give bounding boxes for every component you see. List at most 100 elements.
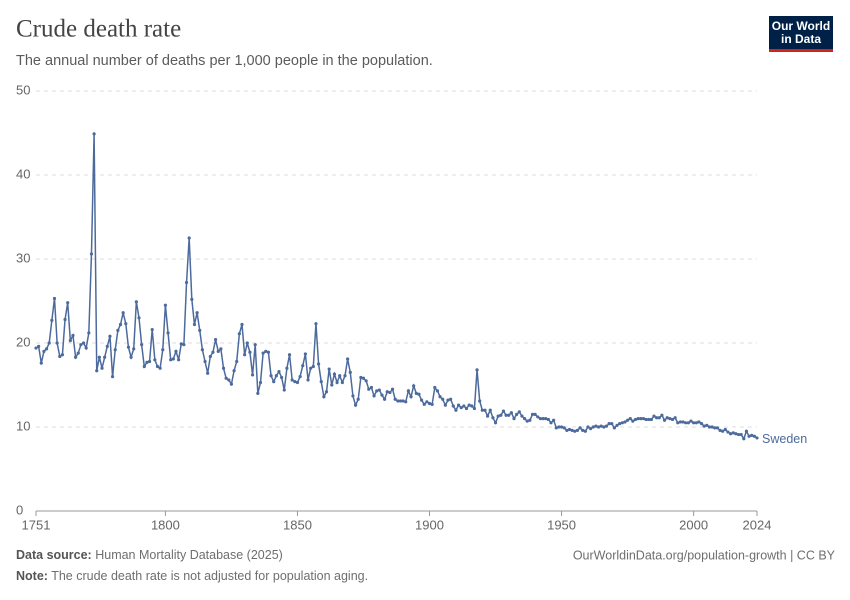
data-point <box>79 343 83 347</box>
data-point <box>501 409 506 413</box>
data-point <box>237 332 241 336</box>
data-point <box>369 385 374 390</box>
data-point <box>50 318 54 322</box>
logo-box[interactable] <box>769 16 833 49</box>
data-point <box>546 417 550 422</box>
data-point <box>401 399 405 403</box>
x-tick-label: 1800 <box>151 517 180 532</box>
data-point <box>565 428 569 432</box>
data-point <box>509 411 513 415</box>
y-tick-label: 50 <box>16 82 30 97</box>
data-point <box>179 342 183 346</box>
data-point <box>417 392 421 396</box>
data-point <box>562 426 566 430</box>
data-point <box>34 346 38 350</box>
data-point <box>419 398 424 402</box>
data-point <box>208 354 212 359</box>
data-point <box>750 433 754 437</box>
data-point <box>721 429 725 433</box>
data-point <box>282 388 286 392</box>
logo-text[interactable]: Our World <box>772 19 830 33</box>
data-point <box>657 416 661 420</box>
data-point <box>559 425 564 429</box>
data-point <box>103 355 107 359</box>
data-point <box>488 408 492 412</box>
data-point <box>118 322 123 327</box>
data-point <box>261 351 265 355</box>
data-point <box>710 425 714 429</box>
data-point <box>303 352 307 356</box>
data-point <box>356 397 360 401</box>
data-point <box>269 374 273 378</box>
data-point <box>662 418 667 422</box>
data-point <box>132 347 136 351</box>
data-point <box>240 322 244 327</box>
y-tick-label: 20 <box>16 334 30 349</box>
data-point <box>324 390 329 394</box>
data-point <box>145 360 149 364</box>
data-point <box>150 327 154 332</box>
data-point <box>464 406 469 411</box>
data-point <box>309 366 313 370</box>
data-point <box>665 416 669 420</box>
data-point <box>137 316 141 320</box>
data-point <box>747 434 751 438</box>
data-point <box>692 421 696 425</box>
note-text: The crude death rate is not adjusted for… <box>51 569 368 583</box>
data-point <box>507 413 511 417</box>
data-point <box>480 408 484 412</box>
data-point <box>520 414 524 418</box>
data-point <box>599 424 603 428</box>
data-point <box>715 426 719 430</box>
data-point <box>364 379 368 383</box>
data-point <box>723 427 727 432</box>
data-point <box>649 417 653 422</box>
data-point <box>42 349 46 353</box>
data-point <box>575 428 580 432</box>
data-point <box>285 366 289 370</box>
data-point <box>92 132 96 136</box>
series-label: Sweden <box>762 432 807 446</box>
data-point <box>280 375 284 380</box>
logo-strip[interactable] <box>769 49 833 52</box>
data-point <box>607 422 611 426</box>
data-point <box>451 404 455 408</box>
data-point <box>673 416 677 420</box>
data-point <box>367 387 371 391</box>
data-point <box>287 353 292 357</box>
data-point <box>486 414 490 418</box>
data-point <box>694 421 698 425</box>
data-point <box>200 348 204 352</box>
data-point <box>718 428 722 432</box>
data-point <box>409 395 413 399</box>
data-point <box>113 348 117 352</box>
data-point <box>435 389 440 393</box>
url[interactable]: OurWorldinData.org/population-growth | C… <box>573 548 836 562</box>
note: Note: The crude death rate is not adjust… <box>16 569 368 583</box>
data-point <box>66 301 70 305</box>
data-point <box>726 430 730 434</box>
data-point <box>554 426 558 430</box>
data-point <box>396 399 400 403</box>
data-point <box>158 366 162 370</box>
data-point <box>375 389 379 393</box>
data-point <box>446 398 450 402</box>
logo-text[interactable]: in Data <box>781 32 821 46</box>
logo[interactable]: Our World in Data <box>769 16 833 52</box>
data-point <box>736 432 741 437</box>
data-point <box>332 372 337 376</box>
data-point <box>668 417 672 421</box>
data-point <box>623 420 627 424</box>
x-tick-label: 1850 <box>283 517 312 532</box>
data-point <box>108 334 112 338</box>
data-point <box>388 390 392 395</box>
data-point <box>206 371 210 375</box>
data-point <box>620 421 624 425</box>
data-point <box>633 417 638 422</box>
data-point <box>728 432 733 436</box>
data-point <box>660 413 664 417</box>
data-point <box>155 364 160 369</box>
x-tick-label: 2024 <box>743 517 772 532</box>
data-point <box>211 350 215 354</box>
data-point <box>612 426 616 430</box>
